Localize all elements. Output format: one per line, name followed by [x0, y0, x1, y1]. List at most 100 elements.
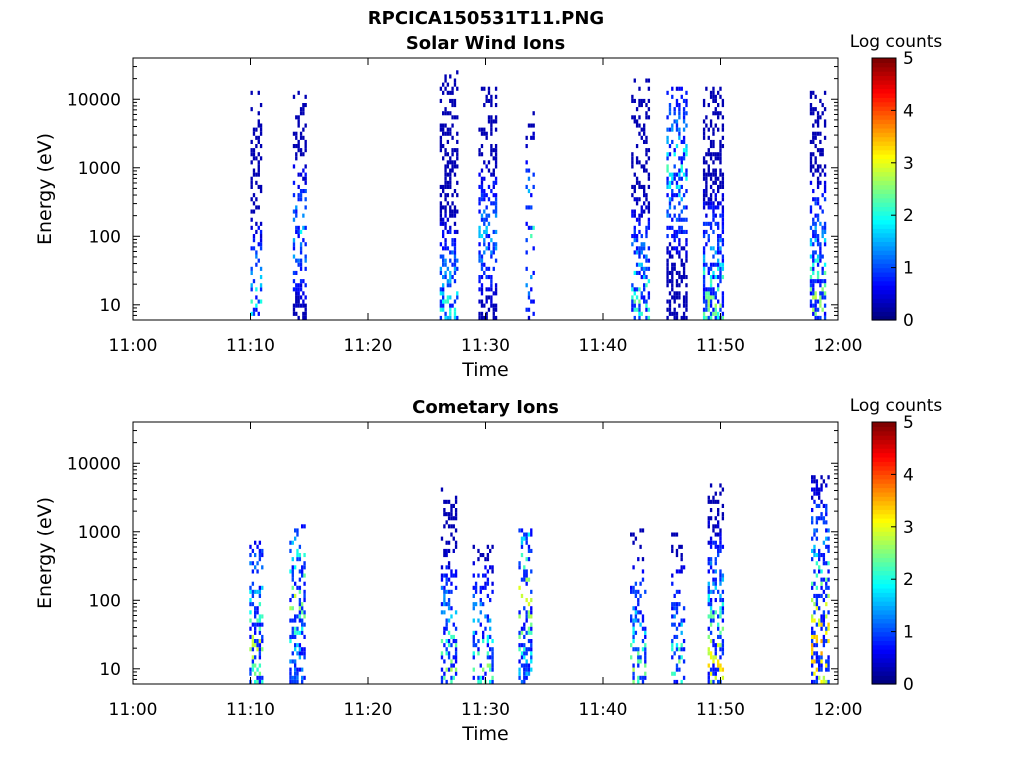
- heat-cell: [811, 630, 814, 635]
- colorbar-swatch: [872, 219, 896, 225]
- heat-cell: [255, 250, 258, 255]
- heat-cell: [294, 618, 297, 623]
- heat-cell: [446, 266, 450, 271]
- heat-cell: [827, 667, 830, 672]
- heat-cell: [643, 242, 646, 247]
- heat-cell: [707, 205, 710, 210]
- heat-cell: [813, 528, 816, 533]
- heat-cell: [709, 602, 713, 607]
- heat-cell: [685, 242, 688, 247]
- heat-cell: [252, 209, 256, 214]
- heat-cell: [450, 675, 453, 680]
- heat-cell: [714, 491, 717, 496]
- heat-cell: [490, 299, 493, 304]
- heat-cell: [638, 180, 641, 185]
- heat-cell: [721, 589, 725, 594]
- heat-cell: [823, 197, 827, 202]
- heat-cell: [709, 311, 713, 316]
- heat-cell: [447, 667, 451, 672]
- heat-cell: [250, 90, 253, 95]
- heat-cell: [712, 127, 715, 132]
- heat-cell: [714, 168, 717, 173]
- heat-cell: [821, 295, 824, 300]
- heat-cell: [702, 295, 706, 300]
- heat-cell: [449, 303, 452, 308]
- heat-cell: [439, 148, 443, 153]
- heat-cell: [259, 266, 263, 271]
- heat-cell: [486, 553, 490, 558]
- heat-cell: [671, 655, 674, 660]
- heat-cell: [811, 663, 814, 668]
- heat-cell: [707, 598, 710, 603]
- heat-cell: [823, 242, 827, 247]
- colorbar-swatch: [872, 75, 896, 81]
- heat-cell: [256, 606, 259, 611]
- heat-cell: [254, 540, 257, 545]
- heat-cell: [709, 197, 713, 202]
- burst: [809, 90, 827, 320]
- heat-cell: [299, 193, 303, 198]
- heat-cell: [631, 299, 634, 304]
- heat-cell: [812, 90, 815, 95]
- heat-cell: [666, 234, 669, 239]
- heat-cell: [635, 107, 639, 112]
- heat-cell: [813, 544, 816, 549]
- heat-cell: [644, 663, 647, 668]
- heat-cell: [439, 315, 443, 320]
- heat-cell: [304, 197, 307, 202]
- colorbar-swatch: [872, 88, 896, 94]
- heat-cell: [820, 679, 823, 684]
- heat-cell: [816, 201, 820, 206]
- heat-cell: [717, 499, 720, 504]
- heat-cell: [811, 557, 814, 562]
- heat-cell: [289, 540, 292, 545]
- heat-cell: [291, 626, 294, 631]
- heat-cell: [486, 618, 490, 623]
- heat-cell: [523, 622, 526, 627]
- heat-cell: [814, 135, 817, 140]
- heat-cell: [487, 295, 491, 300]
- heat-cell: [705, 193, 708, 198]
- heat-cell: [491, 675, 494, 680]
- heat-cell: [261, 679, 264, 684]
- heat-cell: [685, 111, 688, 116]
- heat-cell: [825, 679, 828, 684]
- heat-cell: [671, 193, 674, 198]
- heat-cell: [666, 307, 669, 312]
- heat-cell: [675, 270, 679, 275]
- heat-cell: [719, 266, 722, 271]
- heat-cell: [812, 197, 815, 202]
- heat-cell: [294, 565, 297, 570]
- heat-cell: [490, 287, 493, 292]
- heat-cell: [719, 238, 722, 243]
- heat-cell: [298, 667, 302, 672]
- heat-cell: [719, 634, 722, 639]
- colorbar-swatch: [872, 539, 896, 545]
- heat-cell: [709, 94, 713, 99]
- heat-cell: [812, 221, 815, 226]
- heat-cell: [485, 94, 488, 99]
- heat-cell: [678, 295, 681, 300]
- heat-cell: [444, 184, 447, 189]
- heat-cell: [449, 295, 452, 300]
- heat-cell: [818, 675, 821, 680]
- heat-cell: [717, 283, 720, 288]
- heat-cell: [486, 593, 490, 598]
- heat-cell: [249, 589, 252, 594]
- heat-cell: [643, 287, 646, 292]
- heat-cell: [823, 184, 827, 189]
- heat-cell: [637, 647, 640, 652]
- heat-cell: [303, 553, 306, 558]
- heat-cell: [254, 565, 257, 570]
- heat-cell: [525, 238, 528, 243]
- heat-cell: [712, 217, 715, 222]
- heat-cell: [518, 675, 521, 680]
- heat-cell: [257, 184, 260, 189]
- heat-cell: [640, 127, 643, 132]
- heat-cell: [822, 561, 826, 566]
- colorbar-swatch: [872, 293, 896, 299]
- colorbar-swatch: [872, 306, 896, 312]
- heat-cell: [823, 107, 827, 112]
- heat-cell: [295, 295, 298, 300]
- heat-cell: [673, 291, 676, 296]
